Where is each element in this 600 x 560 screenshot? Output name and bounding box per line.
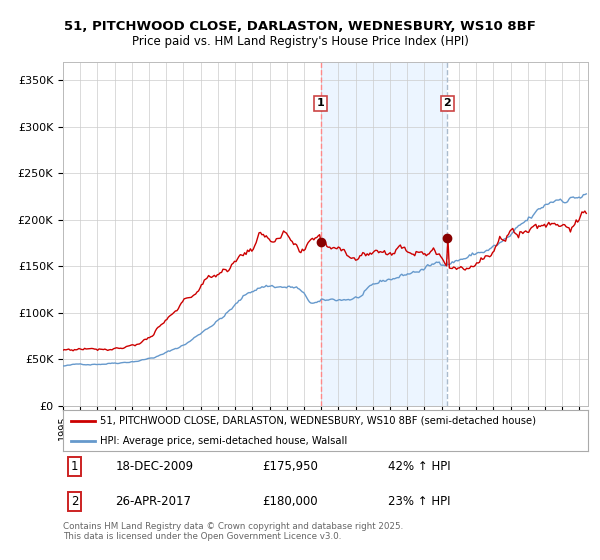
Text: Price paid vs. HM Land Registry's House Price Index (HPI): Price paid vs. HM Land Registry's House … [131, 35, 469, 48]
Bar [320, 62, 447, 406]
Text: 2: 2 [443, 99, 451, 109]
Text: HPI: Average price, semi-detached house, Walsall: HPI: Average price, semi-detached house,… [100, 436, 347, 446]
Text: 1: 1 [317, 99, 325, 109]
Text: 1: 1 [71, 460, 79, 473]
Text: £175,950: £175,950 [263, 460, 319, 473]
Text: 51, PITCHWOOD CLOSE, DARLASTON, WEDNESBURY, WS10 8BF: 51, PITCHWOOD CLOSE, DARLASTON, WEDNESBU… [64, 20, 536, 32]
Text: 23% ↑ HPI: 23% ↑ HPI [389, 495, 451, 508]
Text: Contains HM Land Registry data © Crown copyright and database right 2025.
This d: Contains HM Land Registry data © Crown c… [63, 522, 403, 542]
Text: £180,000: £180,000 [263, 495, 318, 508]
Text: 51, PITCHWOOD CLOSE, DARLASTON, WEDNESBURY, WS10 8BF (semi-detached house): 51, PITCHWOOD CLOSE, DARLASTON, WEDNESBU… [100, 416, 536, 426]
Text: 26-APR-2017: 26-APR-2017 [115, 495, 191, 508]
Text: 18-DEC-2009: 18-DEC-2009 [115, 460, 194, 473]
Text: 42% ↑ HPI: 42% ↑ HPI [389, 460, 451, 473]
Text: 2: 2 [71, 495, 79, 508]
